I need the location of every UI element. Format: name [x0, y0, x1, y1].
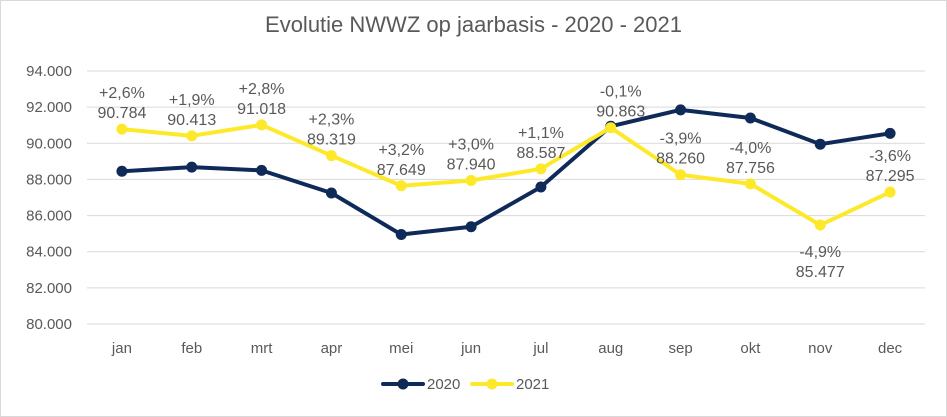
y-tick-label: 90.000	[26, 135, 72, 152]
x-tick-label: mrt	[251, 340, 273, 357]
series-line-2021	[119, 122, 893, 228]
y-tick-label: 86.000	[26, 208, 72, 225]
data-label-change: +3,0%	[448, 137, 494, 154]
data-point-2021	[884, 186, 896, 198]
data-label-change: -3,9%	[660, 131, 702, 148]
legend-label-2020: 2020	[427, 376, 460, 393]
x-tick-label: sep	[668, 340, 692, 357]
y-axis-ticks: 80.000 82.000 84.000 86.000 88.000 90.000 92.0…	[26, 63, 72, 333]
legend-marker-2020	[397, 378, 409, 390]
data-label-change: +2,8%	[239, 81, 285, 98]
gridlines	[87, 70, 925, 325]
data-point-2020	[884, 127, 896, 139]
x-tick-label: okt	[740, 340, 761, 357]
legend-label-2021: 2021	[516, 376, 549, 393]
data-point-2021	[535, 163, 547, 175]
data-point-2021	[465, 175, 477, 187]
data-label-value: 87.940	[447, 157, 496, 174]
data-label-value: 90.863	[596, 104, 645, 121]
data-label-value: 88.260	[656, 151, 705, 168]
data-label-change: -4,9%	[799, 244, 841, 261]
data-label-value: 87.756	[726, 160, 775, 177]
data-point-2020	[186, 161, 198, 173]
legend: 2020 2021	[381, 376, 549, 393]
y-tick-label: 82.000	[26, 280, 72, 297]
data-labels: +2,6% 90.784 +1,9% 90.413 +2,8% 91.018 +2,3% 89…	[97, 81, 914, 281]
series-lines	[116, 104, 896, 241]
data-label-value: 91.018	[237, 101, 286, 118]
data-label-change: -3,6%	[869, 148, 911, 165]
x-tick-label: jul	[532, 340, 548, 357]
y-tick-label: 84.000	[26, 244, 72, 261]
data-point-2020	[325, 187, 337, 199]
y-tick-label: 88.000	[26, 171, 72, 188]
data-point-2021	[395, 180, 407, 192]
data-label-change: +3,2%	[378, 142, 424, 159]
y-tick-label: 94.000	[26, 63, 72, 80]
data-label-value: 88.587	[516, 145, 565, 162]
series-line-2020	[119, 107, 893, 237]
data-point-2020	[744, 112, 756, 124]
x-tick-label: jun	[460, 340, 481, 357]
legend-marker-2021	[486, 378, 498, 390]
data-label-value: 87.295	[866, 168, 915, 185]
data-point-2020	[116, 165, 128, 177]
data-label-value: 90.784	[97, 105, 146, 122]
data-point-2021	[186, 130, 198, 142]
data-label-value: 87.649	[377, 162, 426, 179]
data-point-2020	[395, 229, 407, 241]
data-label-change: +1,1%	[518, 125, 564, 142]
data-label-value: 90.413	[167, 112, 216, 129]
data-point-2021	[675, 169, 687, 181]
x-tick-label: apr	[321, 340, 343, 357]
data-point-2020	[256, 164, 268, 176]
data-point-2021	[744, 178, 756, 190]
x-axis-ticks: jan feb mrt apr mei jun jul aug sep okt nov dec	[111, 340, 903, 357]
data-point-2021	[256, 119, 268, 131]
x-tick-label: feb	[181, 340, 202, 357]
data-label-change: +2,3%	[309, 112, 355, 129]
y-tick-label: 80.000	[26, 316, 72, 333]
data-point-2020	[535, 181, 547, 193]
data-point-2021	[814, 219, 826, 231]
x-tick-label: dec	[878, 340, 903, 357]
data-label-change: +2,6%	[99, 85, 145, 102]
data-point-2021	[116, 123, 128, 135]
x-tick-label: jan	[111, 340, 132, 357]
data-label-value: 89.319	[307, 132, 356, 149]
data-label-change: -4,0%	[730, 140, 772, 157]
x-tick-label: nov	[808, 340, 833, 357]
x-tick-label: aug	[598, 340, 623, 357]
x-tick-label: mei	[389, 340, 413, 357]
data-point-2020	[675, 104, 687, 116]
data-point-2020	[814, 138, 826, 150]
data-label-change: +1,9%	[169, 92, 215, 109]
y-tick-label: 92.000	[26, 99, 72, 116]
data-point-2021	[605, 122, 617, 134]
data-point-2020	[465, 221, 477, 233]
data-point-2021	[325, 150, 337, 162]
data-label-change: -0,1%	[600, 84, 642, 101]
chart-title: Evolutie NWWZ op jaarbasis - 2020 - 2021	[265, 12, 682, 37]
data-label-value: 85.477	[796, 264, 845, 281]
